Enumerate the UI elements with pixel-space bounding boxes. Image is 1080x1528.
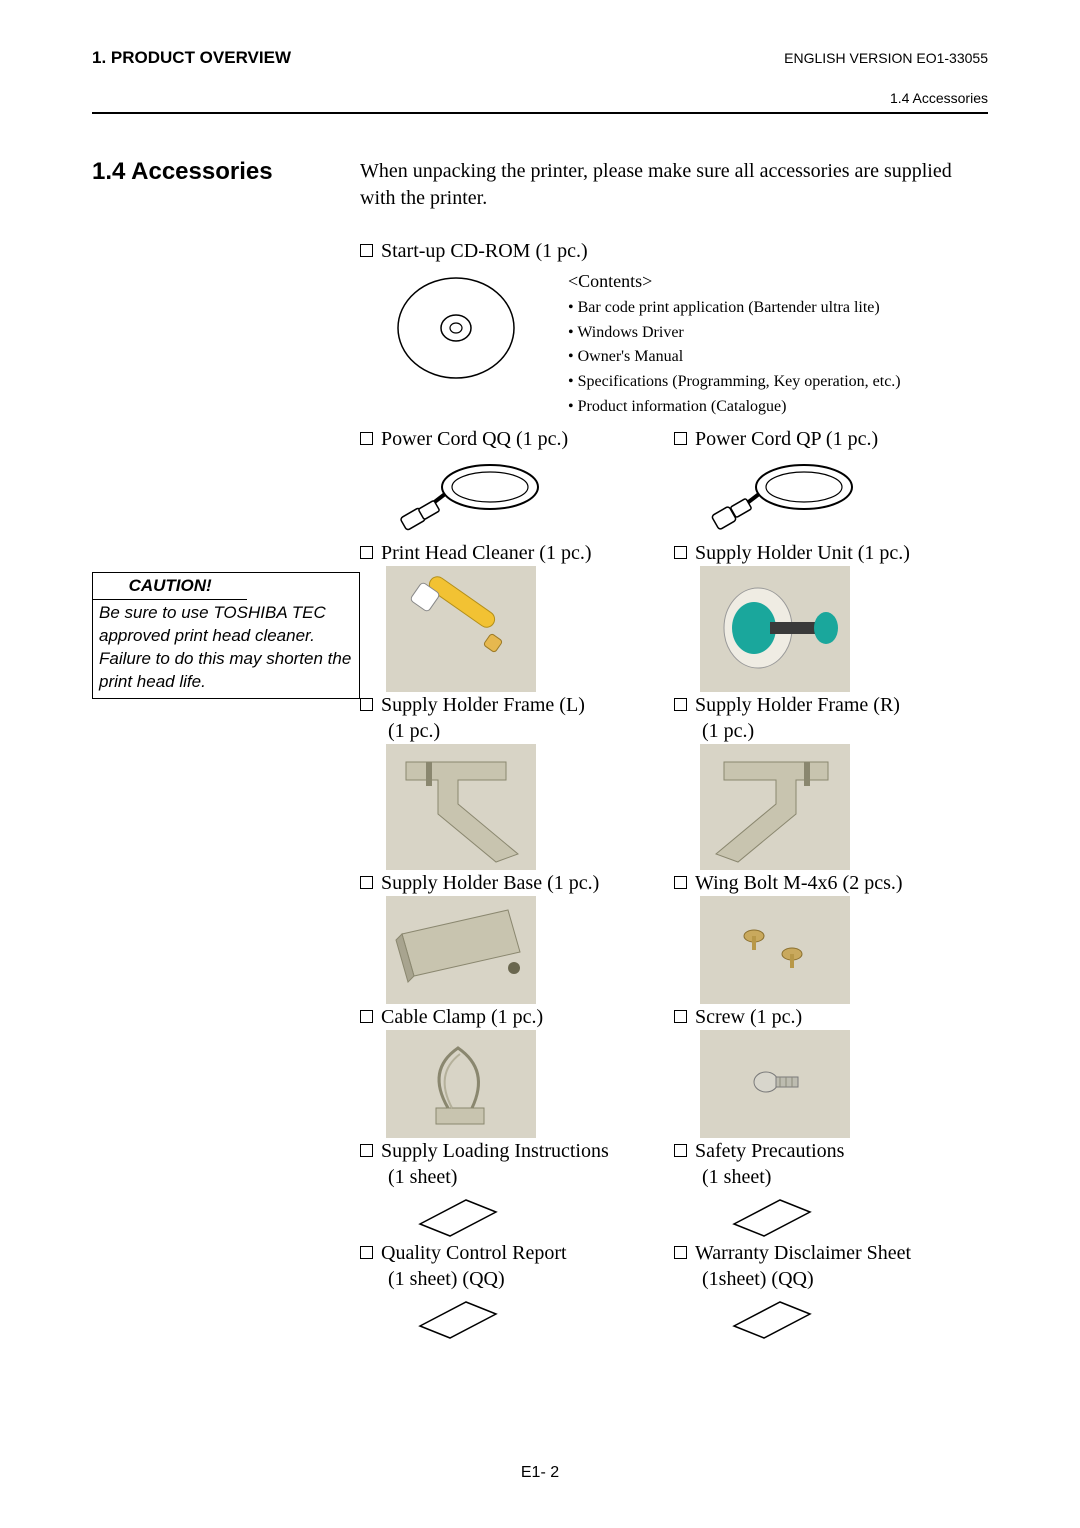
holder-unit-photo xyxy=(700,566,850,692)
wing-bolt-photo xyxy=(700,896,850,1004)
sheet-icon xyxy=(400,1190,510,1240)
item-text: Power Cord QQ (1 pc.) xyxy=(381,428,568,450)
cleaner-photo xyxy=(386,566,536,692)
frame-l-photo xyxy=(386,744,536,870)
right-column: When unpacking the printer, please make … xyxy=(360,158,988,1342)
item-label: Power Cord QQ (1 pc.) xyxy=(360,426,674,452)
list-item: Product information (Catalogue) xyxy=(568,395,901,420)
item-sub: (1 sheet) xyxy=(388,1164,674,1190)
cdrom-contents-list: Bar code print application (Bartender ul… xyxy=(568,296,901,420)
item-frame-l: Supply Holder Frame (L) (1 pc.) xyxy=(360,692,674,870)
item-label: Power Cord QP (1 pc.) xyxy=(674,426,988,452)
page-number: E1- 2 xyxy=(0,1464,1080,1482)
item-label: Print Head Cleaner (1 pc.) xyxy=(360,540,674,566)
item-text: Supply Holder Frame (R) xyxy=(695,694,900,716)
cdrom-contents: <Contents> Bar code print application (B… xyxy=(568,268,901,420)
screw-photo xyxy=(700,1030,850,1138)
body: 1.4 Accessories CAUTION! Be sure to use … xyxy=(92,158,988,1342)
power-cord-icon xyxy=(390,452,560,540)
header-right: ENGLISH VERSION EO1-33055 xyxy=(784,50,988,66)
item-text: Warranty Disclaimer Sheet xyxy=(695,1242,911,1264)
item-sub: (1 sheet) (QQ) xyxy=(388,1266,674,1292)
item-clamp: Cable Clamp (1 pc.) xyxy=(360,1004,674,1138)
left-column: 1.4 Accessories CAUTION! Be sure to use … xyxy=(92,158,360,1342)
sheet-icon xyxy=(714,1292,824,1342)
item-text: Power Cord QP (1 pc.) xyxy=(695,428,878,450)
frame-r-photo xyxy=(700,744,850,870)
item-text: Supply Holder Unit (1 pc.) xyxy=(695,542,910,564)
list-item: Bar code print application (Bartender ul… xyxy=(568,296,901,321)
intro-text: When unpacking the printer, please make … xyxy=(360,158,988,212)
page: 1. PRODUCT OVERVIEW ENGLISH VERSION EO1-… xyxy=(0,0,1080,1528)
item-label: Warranty Disclaimer Sheet xyxy=(674,1240,988,1266)
item-head-cleaner: Print Head Cleaner (1 pc.) xyxy=(360,540,674,692)
header-sub: 1.4 Accessories xyxy=(92,90,988,106)
item-label: Supply Loading Instructions xyxy=(360,1138,674,1164)
item-loading: Supply Loading Instructions (1 sheet) xyxy=(360,1138,674,1240)
item-label: Quality Control Report xyxy=(360,1240,674,1266)
item-text: Safety Precautions xyxy=(695,1140,844,1162)
list-item: Owner's Manual xyxy=(568,345,901,370)
cdrom-icon xyxy=(378,268,558,388)
power-cord-icon xyxy=(704,452,874,540)
clamp-photo xyxy=(386,1030,536,1138)
item-label: Supply Holder Frame (L) xyxy=(360,692,674,718)
accessory-grid: Start-up CD-ROM (1 pc.) <Contents> Bar c… xyxy=(360,238,988,1342)
item-text: Print Head Cleaner (1 pc.) xyxy=(381,542,591,564)
caution-body: Be sure to use TOSHIBA TEC approved prin… xyxy=(93,600,359,698)
item-base: Supply Holder Base (1 pc.) xyxy=(360,870,674,1004)
item-text: Cable Clamp (1 pc.) xyxy=(381,1006,543,1028)
item-label: Screw (1 pc.) xyxy=(674,1004,988,1030)
item-label: Cable Clamp (1 pc.) xyxy=(360,1004,674,1030)
item-sub: (1sheet) (QQ) xyxy=(702,1266,988,1292)
item-power-qq: Power Cord QQ (1 pc.) xyxy=(360,426,674,540)
item-qc: Quality Control Report (1 sheet) (QQ) xyxy=(360,1240,674,1342)
item-power-qp: Power Cord QP (1 pc.) xyxy=(674,426,988,540)
item-frame-r: Supply Holder Frame (R) (1 pc.) xyxy=(674,692,988,870)
item-sub: (1 pc.) xyxy=(388,718,674,744)
header-rule xyxy=(92,112,988,114)
caution-title: CAUTION! xyxy=(93,573,247,600)
item-sub: (1 sheet) xyxy=(702,1164,988,1190)
item-holder-unit: Supply Holder Unit (1 pc.) xyxy=(674,540,988,692)
item-safety: Safety Precautions (1 sheet) xyxy=(674,1138,988,1240)
item-wing: Wing Bolt M-4x6 (2 pcs.) xyxy=(674,870,988,1004)
item-cdrom: Start-up CD-ROM (1 pc.) <Contents> Bar c… xyxy=(360,238,988,420)
item-sub: (1 pc.) xyxy=(702,718,988,744)
item-text: Supply Holder Frame (L) xyxy=(381,694,585,716)
base-photo xyxy=(386,896,536,1004)
sheet-icon xyxy=(400,1292,510,1342)
sheet-icon xyxy=(714,1190,824,1240)
list-item: Specifications (Programming, Key operati… xyxy=(568,370,901,395)
cdrom-contents-title: <Contents> xyxy=(568,268,901,296)
item-label: Supply Holder Unit (1 pc.) xyxy=(674,540,988,566)
caution-box: CAUTION! Be sure to use TOSHIBA TEC appr… xyxy=(92,572,360,699)
list-item: Windows Driver xyxy=(568,321,901,346)
item-text: Wing Bolt M-4x6 (2 pcs.) xyxy=(695,872,903,894)
item-label: Supply Holder Frame (R) xyxy=(674,692,988,718)
item-text-cdrom: Start-up CD-ROM (1 pc.) xyxy=(381,240,588,262)
item-label: Safety Precautions xyxy=(674,1138,988,1164)
item-text: Screw (1 pc.) xyxy=(695,1006,802,1028)
header: 1. PRODUCT OVERVIEW ENGLISH VERSION EO1-… xyxy=(92,48,988,68)
item-screw: Screw (1 pc.) xyxy=(674,1004,988,1138)
header-left: 1. PRODUCT OVERVIEW xyxy=(92,48,291,68)
section-title: 1.4 Accessories xyxy=(92,158,360,186)
item-label-cdrom: Start-up CD-ROM (1 pc.) xyxy=(360,238,988,264)
item-label: Wing Bolt M-4x6 (2 pcs.) xyxy=(674,870,988,896)
item-text: Quality Control Report xyxy=(381,1242,567,1264)
item-text: Supply Holder Base (1 pc.) xyxy=(381,872,599,894)
item-label: Supply Holder Base (1 pc.) xyxy=(360,870,674,896)
item-text: Supply Loading Instructions xyxy=(381,1140,609,1162)
item-warranty: Warranty Disclaimer Sheet (1sheet) (QQ) xyxy=(674,1240,988,1342)
